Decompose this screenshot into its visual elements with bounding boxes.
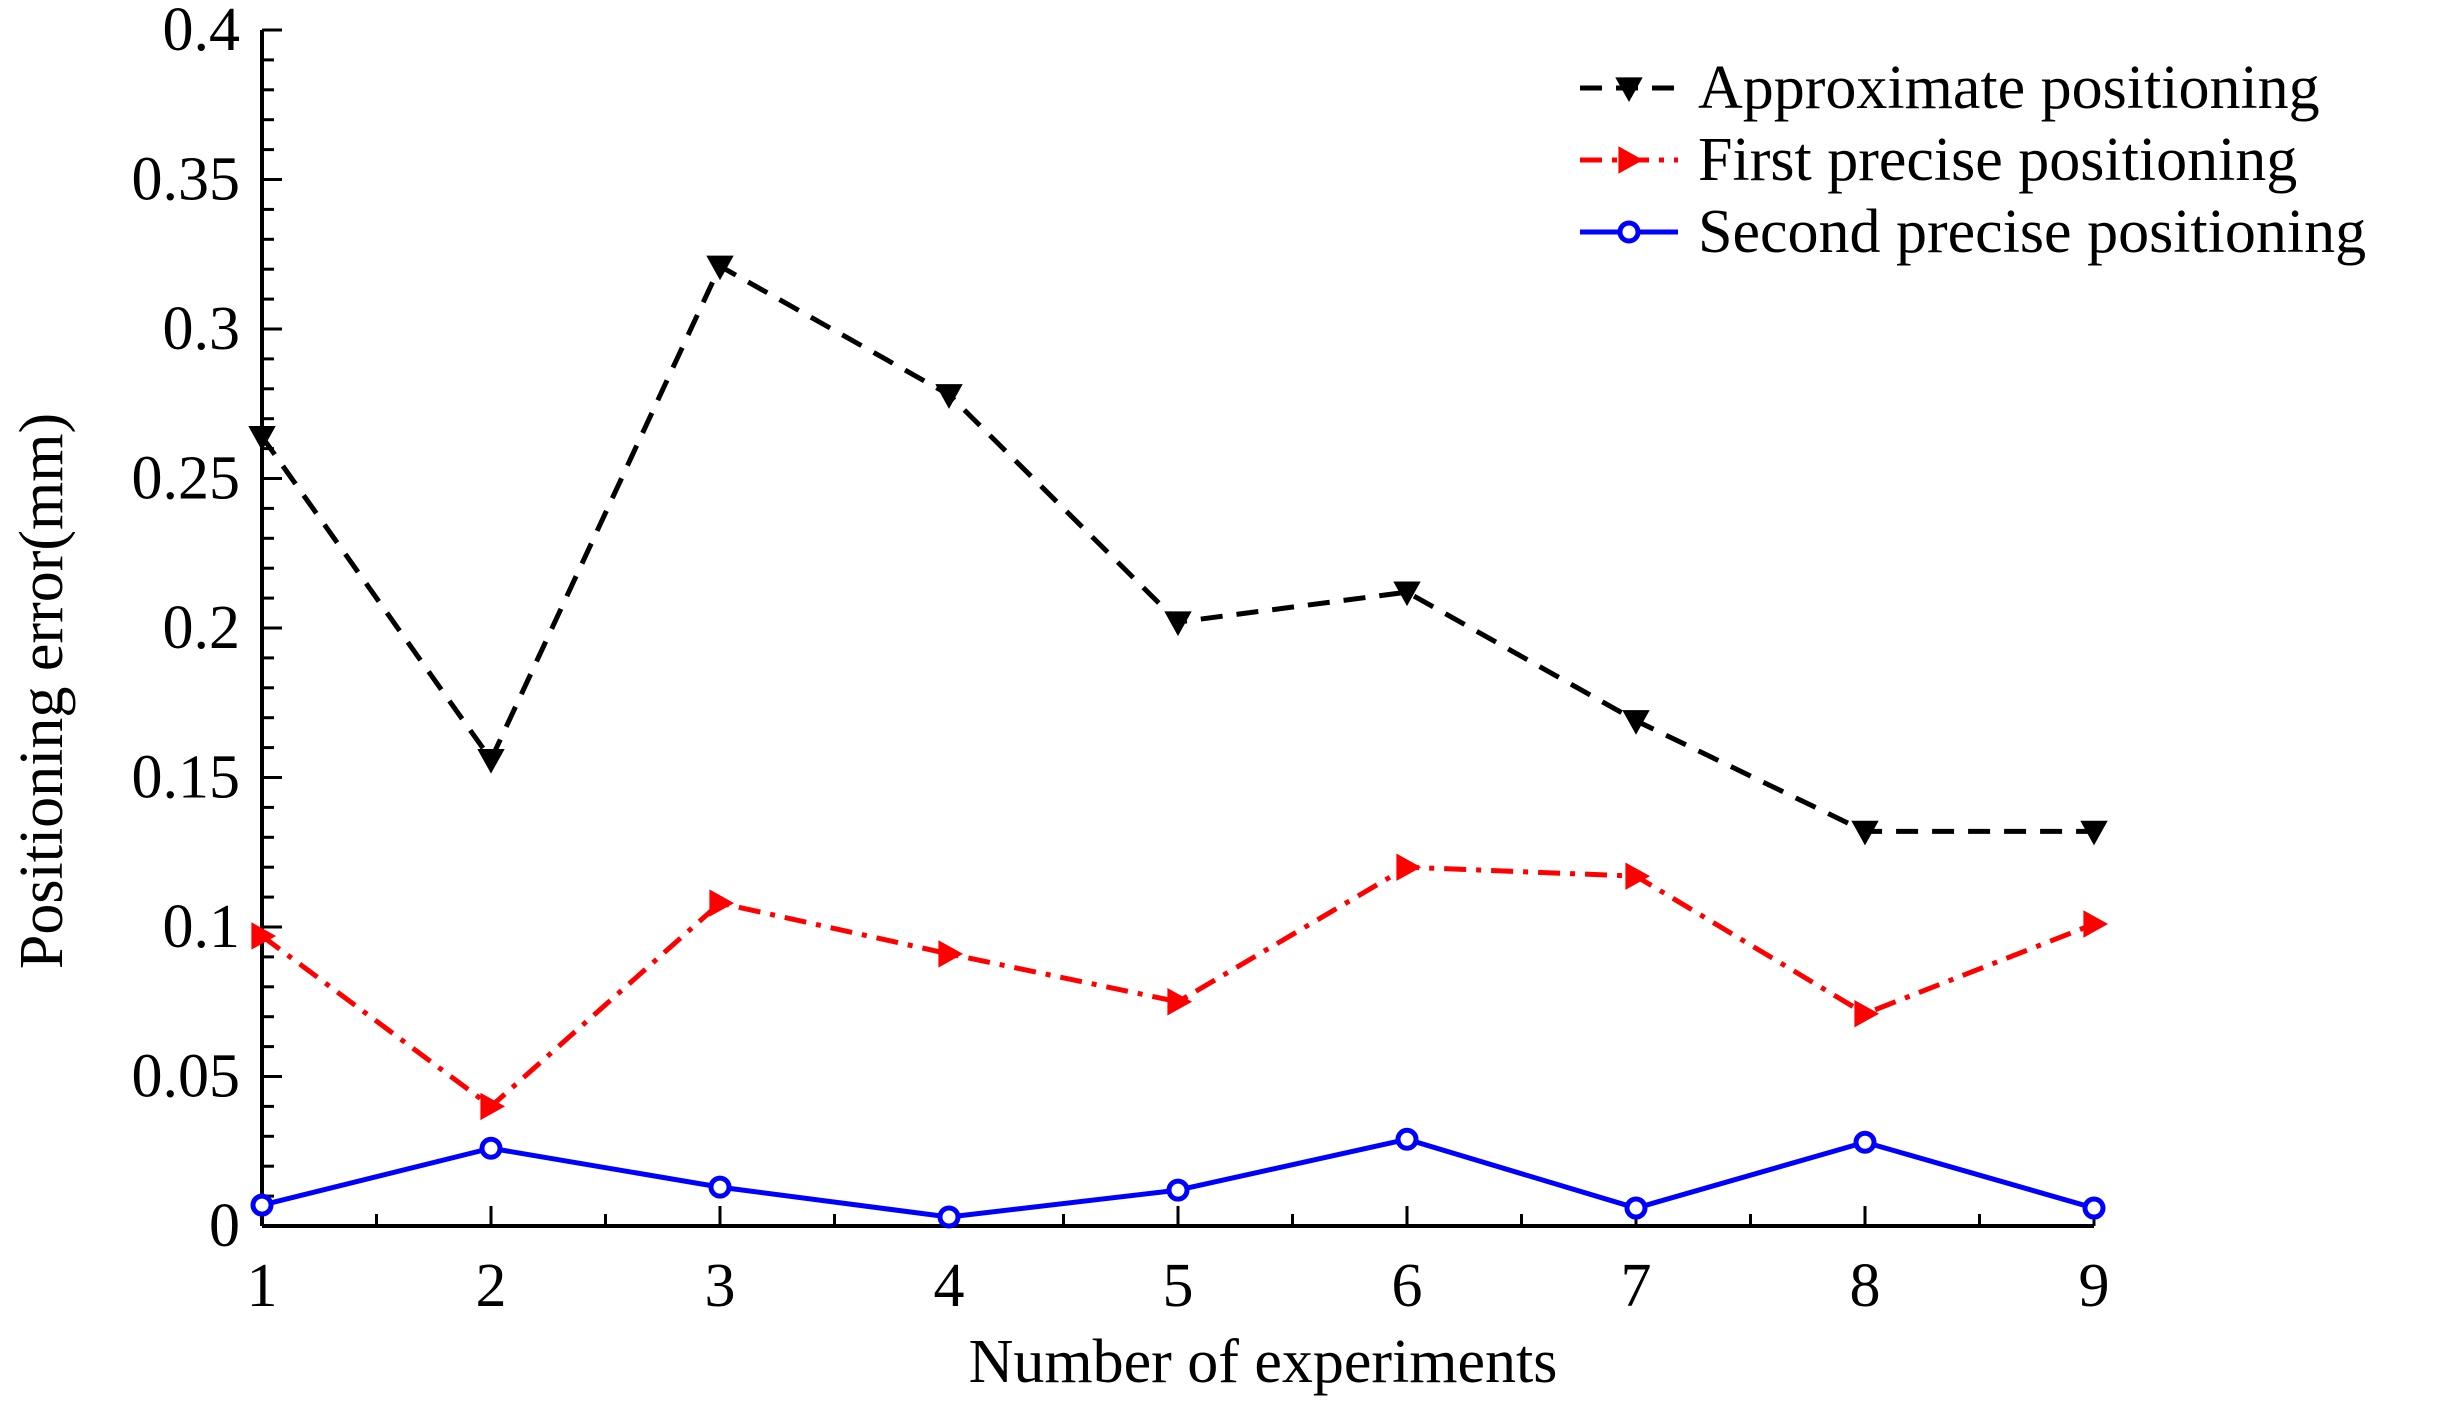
- data-point: [1851, 820, 1879, 846]
- data-point: [708, 1175, 732, 1199]
- data-point: [1396, 853, 1422, 881]
- data-point: [1393, 581, 1421, 607]
- series-2: [251, 853, 2109, 1121]
- data-point: [248, 426, 276, 451]
- series-line: [261, 1136, 2095, 1220]
- data-point: [1167, 988, 1193, 1016]
- y-tick-label: 0.2: [163, 594, 241, 662]
- legend-marker: [1617, 220, 1641, 244]
- data-point: [1622, 710, 1650, 735]
- y-tick-label: 0.4: [163, 0, 241, 64]
- series-3: [250, 1127, 2106, 1229]
- legend-marker: [1618, 146, 1644, 174]
- data-point: [2083, 910, 2109, 938]
- plot-area: [248, 255, 2109, 1229]
- legend-label: Approximate positioning: [1698, 54, 2320, 122]
- y-tick-label: 0.25: [132, 445, 241, 513]
- data-point: [1395, 1127, 1419, 1151]
- data-point: [709, 889, 735, 917]
- x-tick-label: 1: [247, 1252, 278, 1320]
- x-tick-label: 3: [705, 1252, 736, 1320]
- data-point: [1166, 1178, 1190, 1202]
- data-point: [1625, 862, 1651, 890]
- data-point: [479, 1136, 503, 1160]
- x-tick-label: 9: [2079, 1252, 2110, 1320]
- data-point: [1164, 611, 1192, 637]
- y-tick-label: 0.15: [132, 744, 241, 812]
- y-tick-label: 0.3: [163, 295, 241, 363]
- data-point: [2082, 1196, 2106, 1220]
- data-point: [1624, 1196, 1648, 1220]
- series-1: [248, 255, 2108, 846]
- legend-label: First precise positioning: [1698, 126, 2297, 194]
- data-point: [935, 384, 963, 409]
- y-tick-label: 0.05: [132, 1043, 241, 1111]
- y-tick-label: 0.35: [132, 146, 241, 214]
- data-point: [1853, 1130, 1877, 1154]
- data-point: [250, 1193, 274, 1217]
- legend-marker: [1615, 77, 1643, 103]
- legend-item: First precise positioning: [1580, 126, 2297, 194]
- series-line: [260, 864, 2095, 1109]
- y-tick-label: 0: [209, 1192, 240, 1260]
- data-point: [1854, 1000, 1880, 1028]
- data-point: [937, 1205, 961, 1229]
- x-axis-title: Number of experiments: [969, 1328, 1558, 1396]
- x-tick-label: 6: [1392, 1252, 1423, 1320]
- legend-label: Second precise positioning: [1698, 198, 2366, 266]
- y-axis-title: Positioning error(mm): [8, 413, 76, 969]
- x-tick-label: 2: [476, 1252, 507, 1320]
- data-point: [938, 940, 964, 968]
- legend-item: Approximate positioning: [1580, 54, 2320, 122]
- series-line: [259, 263, 2094, 834]
- x-tick-label: 8: [1850, 1252, 1881, 1320]
- x-tick-label: 4: [934, 1252, 965, 1320]
- x-tick-label: 5: [1163, 1252, 1194, 1320]
- data-point: [480, 1092, 506, 1121]
- x-tick-label: 7: [1621, 1252, 1652, 1320]
- data-point: [477, 748, 505, 774]
- axes: 0 0.05 0.1 0.15 0.2 0.25 0.3 0.35 0.4 1 2 3 4 5 6 7 8 9: [132, 0, 2110, 1320]
- data-point: [251, 922, 277, 950]
- legend-item: Second precise positioning: [1580, 198, 2366, 266]
- y-tick-label: 0.1: [163, 893, 241, 961]
- data-point: [706, 255, 734, 281]
- data-point: [2080, 820, 2108, 846]
